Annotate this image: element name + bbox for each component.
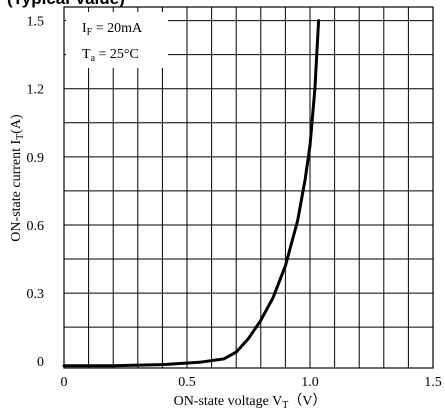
y-tick-labels: 0 0.3 0.6 0.9 1.2 1.5 bbox=[27, 15, 45, 371]
x-tick-labels: 0 0.5 1.0 1.5 bbox=[61, 375, 442, 390]
y-tick-label: 0.6 bbox=[27, 219, 45, 234]
y-tick-label: 1.5 bbox=[27, 15, 45, 30]
x-axis-label: ON-state voltage VT（V） bbox=[174, 393, 327, 411]
chart-title: (Typical Value) bbox=[7, 0, 125, 8]
y-tick-label: 1.2 bbox=[27, 83, 45, 98]
series-line bbox=[62, 19, 321, 368]
y-tick-label: 0 bbox=[37, 355, 44, 370]
x-tick-label: 0.5 bbox=[178, 375, 196, 390]
grid bbox=[63, 6, 434, 369]
x-tick-label: 1.0 bbox=[301, 375, 319, 390]
x-tick-label: 1.5 bbox=[424, 375, 442, 390]
y-tick-label: 0.9 bbox=[27, 151, 45, 166]
plot-frame bbox=[63, 6, 434, 369]
y-tick-label: 0.3 bbox=[27, 287, 45, 302]
annotation-box bbox=[66, 12, 168, 68]
y-axis-label: ON-state current IT(A) bbox=[9, 114, 26, 242]
annotation-temperature: Ta = 25°C bbox=[82, 47, 139, 64]
x-tick-label: 0 bbox=[61, 375, 68, 390]
annotation-current: IF = 20mA bbox=[82, 21, 143, 38]
